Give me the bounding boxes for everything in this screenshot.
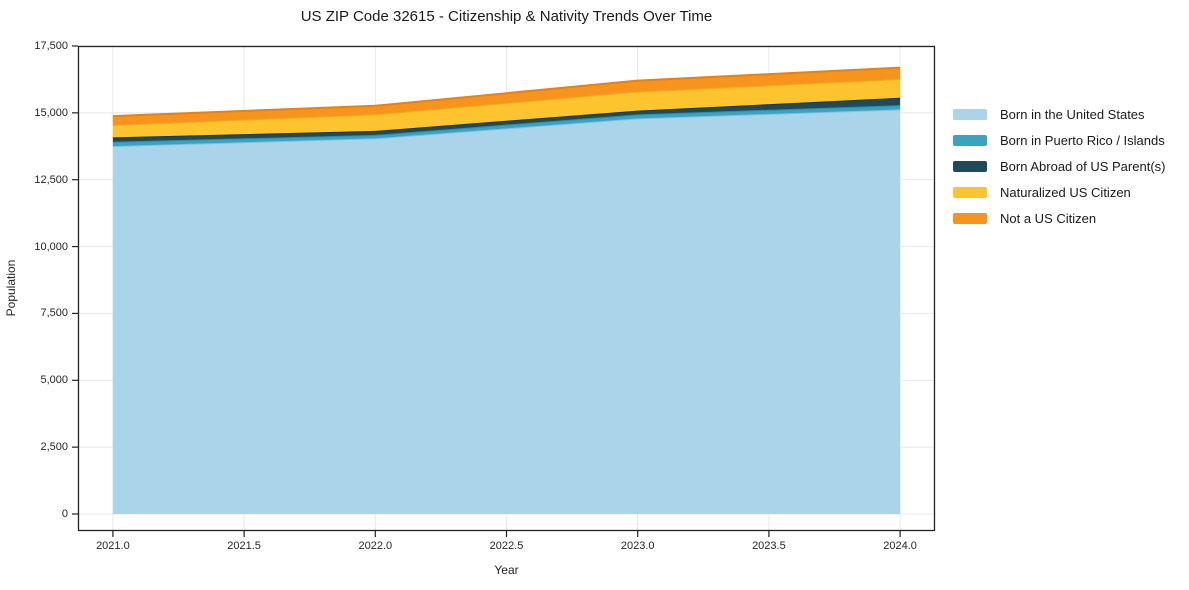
legend-item: Born in the United States [953,101,1165,127]
legend-swatch-icon [953,134,987,146]
area-born-abroad-of-us-parent-s- [112,97,901,142]
x-tick-label: 2021.0 [96,540,130,552]
legend-label: Not a US Citizen [1000,210,1097,226]
legend-label: Naturalized US Citizen [1000,184,1131,200]
legend-swatch-icon [953,186,987,198]
legend: Born in the United States Born in Puerto … [953,101,1165,231]
legend-item: Born Abroad of US Parent(s) [953,153,1165,179]
edge-line [112,66,901,118]
y-axis-title: Population [4,259,18,317]
legend-item: Not a US Citizen [953,205,1165,231]
x-tick-label: 2022.5 [489,540,524,552]
legend-swatch-icon [953,160,987,172]
y-tick-label: 12,500 [34,173,68,186]
y-tick-label: 15,000 [34,106,68,119]
y-tick-label: 10,000 [34,240,68,253]
y-tick-label: 2,500 [40,441,68,454]
plot-area [72,45,936,537]
y-tick-label: 7,500 [40,307,68,320]
y-tick-label: 5,000 [40,374,68,387]
legend-label: Born Abroad of US Parent(s) [1000,158,1166,174]
y-tick-label: 0 [61,507,68,520]
legend-item: Naturalized US Citizen [953,179,1165,205]
x-tick-label: 2022.0 [358,540,393,552]
legend-label: Born in the United States [1000,106,1145,122]
legend-swatch-icon [953,108,987,120]
x-tick-label: 2023.5 [752,540,786,552]
x-axis-title: Year [494,563,519,577]
chart-title: US ZIP Code 32615 - Citizenship & Nativi… [300,8,713,25]
x-tick-label: 2024.0 [883,540,917,552]
legend-item: Born in Puerto Rico / Islands [953,127,1165,153]
x-tick-label: 2023.0 [620,540,655,552]
plot-frame [77,45,936,532]
y-tick-label: 17,500 [34,40,68,52]
x-tick-label: 2021.5 [227,540,261,552]
legend-label: Born in Puerto Rico / Islands [1000,132,1165,148]
area-born-in-the-united-states [112,109,901,514]
area-naturalized-us-citizen [112,79,901,138]
area-not-a-us-citizen [112,67,901,126]
legend-swatch-icon [953,212,987,224]
